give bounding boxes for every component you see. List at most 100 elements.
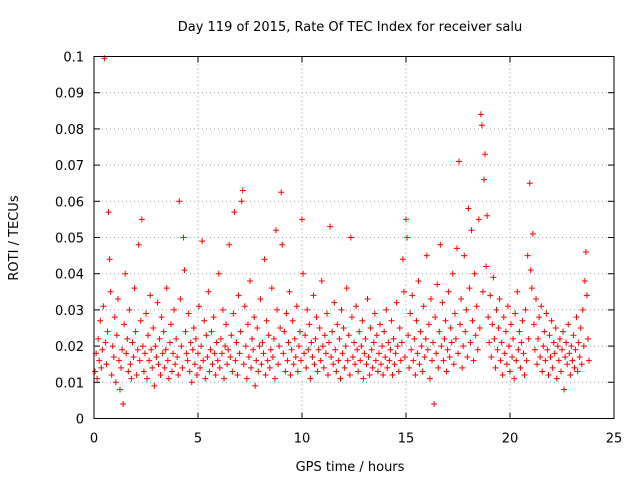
data-point-marker xyxy=(472,332,479,339)
data-point-marker xyxy=(180,234,187,241)
data-point-marker xyxy=(191,361,198,368)
data-point-marker xyxy=(189,346,196,353)
data-point-marker xyxy=(538,303,545,310)
data-point-marker xyxy=(190,325,197,331)
x-tick-label: 0 xyxy=(90,432,98,447)
data-point-marker xyxy=(410,357,417,364)
data-point-marker xyxy=(147,292,154,299)
data-point-marker xyxy=(398,339,405,346)
data-point-marker xyxy=(218,350,225,357)
data-point-marker xyxy=(566,350,573,357)
data-point-marker xyxy=(122,270,129,277)
data-point-marker xyxy=(164,357,171,364)
data-point-marker xyxy=(567,372,574,379)
data-point-marker xyxy=(569,357,576,364)
data-point-marker xyxy=(397,357,404,364)
data-point-marker xyxy=(285,339,292,346)
data-point-marker xyxy=(412,372,419,379)
data-point-marker xyxy=(210,314,217,321)
data-point-marker xyxy=(145,332,152,339)
data-point-marker xyxy=(184,357,191,364)
data-point-marker xyxy=(479,288,486,295)
data-point-marker xyxy=(123,350,130,357)
data-point-marker xyxy=(276,343,283,350)
data-point-marker xyxy=(489,321,496,328)
data-point-marker xyxy=(187,339,194,346)
data-point-marker xyxy=(204,353,211,360)
data-point-marker xyxy=(563,339,570,346)
data-point-marker xyxy=(439,299,446,306)
data-point-marker xyxy=(117,386,123,393)
x-tick-label: 5 xyxy=(194,432,202,447)
data-point-marker xyxy=(424,346,431,353)
data-point-marker xyxy=(175,372,182,379)
data-point-marker xyxy=(162,346,169,353)
y-tick-label: 0.08 xyxy=(55,123,84,138)
data-point-marker xyxy=(564,361,571,368)
data-point-marker xyxy=(517,364,524,371)
data-point-marker xyxy=(185,310,192,317)
data-point-marker xyxy=(528,285,535,292)
y-tick-label: 0.1 xyxy=(63,51,84,66)
data-point-marker xyxy=(465,205,472,212)
data-point-marker xyxy=(293,303,300,310)
data-point-marker xyxy=(481,176,487,183)
data-point-marker xyxy=(195,350,201,357)
data-point-marker xyxy=(114,296,121,303)
data-point-marker xyxy=(583,292,590,299)
data-point-marker xyxy=(274,306,281,313)
y-tick-label: 0.05 xyxy=(55,232,84,247)
data-point-marker xyxy=(337,375,344,382)
data-point-marker xyxy=(476,325,483,331)
data-point-marker xyxy=(307,375,314,382)
data-point-marker xyxy=(232,357,239,364)
data-point-marker xyxy=(344,357,351,364)
data-point-marker xyxy=(207,346,214,353)
data-point-marker xyxy=(349,353,356,360)
data-point-marker xyxy=(235,292,242,299)
data-point-marker xyxy=(561,386,568,393)
data-point-marker xyxy=(153,353,160,360)
data-point-marker xyxy=(360,375,367,382)
data-point-marker xyxy=(233,339,240,346)
data-point-marker xyxy=(165,375,172,382)
data-point-marker xyxy=(387,346,394,353)
data-point-marker xyxy=(409,292,416,299)
data-point-marker xyxy=(467,339,474,346)
data-point-marker xyxy=(291,335,298,342)
data-point-marker xyxy=(297,357,304,364)
data-point-marker xyxy=(130,353,137,360)
data-point-marker xyxy=(112,379,119,386)
data-point-marker xyxy=(252,382,259,389)
data-point-marker xyxy=(141,350,148,357)
x-tick-label: 20 xyxy=(502,432,519,447)
data-point-marker xyxy=(485,314,492,321)
data-point-marker xyxy=(498,339,505,346)
data-point-marker xyxy=(367,325,374,331)
data-point-marker xyxy=(386,357,393,364)
data-point-marker xyxy=(478,122,485,129)
data-point-marker xyxy=(265,332,272,339)
data-point-marker xyxy=(474,346,481,353)
data-point-marker xyxy=(320,364,327,371)
data-point-marker xyxy=(527,267,534,274)
data-point-marker xyxy=(139,343,146,350)
data-point-marker xyxy=(241,303,248,310)
data-point-marker xyxy=(537,353,544,360)
data-point-marker xyxy=(143,310,149,317)
data-point-marker xyxy=(129,339,136,346)
data-point-marker xyxy=(335,357,342,364)
y-tick-label: 0.07 xyxy=(55,159,84,174)
data-point-marker xyxy=(215,270,222,277)
data-point-marker xyxy=(456,158,463,165)
data-point-marker xyxy=(305,346,312,353)
data-point-marker xyxy=(258,361,265,368)
data-point-marker xyxy=(457,321,464,328)
grid-lines xyxy=(94,56,614,419)
data-point-marker xyxy=(455,350,461,357)
data-point-marker xyxy=(264,357,271,364)
data-point-marker xyxy=(355,368,362,375)
data-point-marker xyxy=(378,361,385,368)
data-point-marker xyxy=(534,361,541,368)
